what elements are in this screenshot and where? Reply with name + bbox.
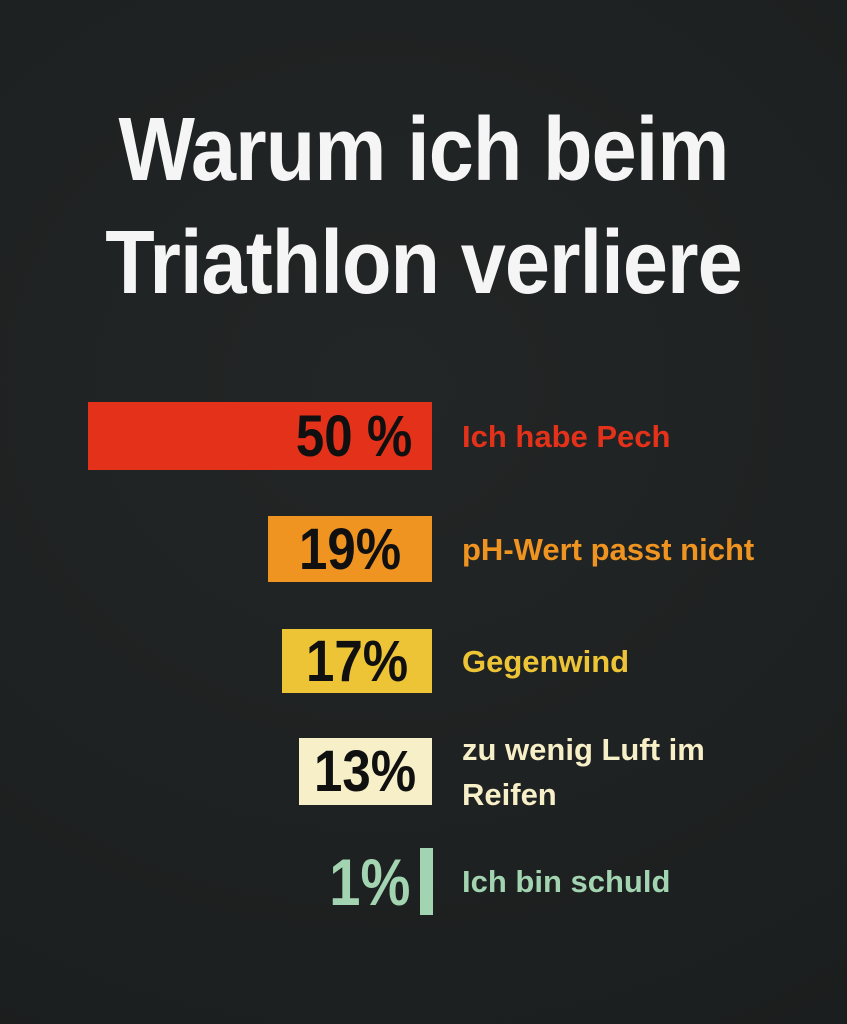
bar-label-luft-im-reifen: zu wenig Luft im Reifen [462, 731, 705, 812]
bar-label-gegenwind: Gegenwind [462, 643, 630, 679]
bar-value-17: 17% [305, 628, 409, 694]
bar-ich-habe-pech: 50 % [88, 402, 432, 470]
chart-row-ich-habe-pech: 50 % Ich habe Pech [0, 402, 847, 470]
bar-value-13: 13% [314, 739, 417, 804]
bar-gegenwind: 17% [282, 628, 432, 694]
page-title: Warum ich beim Triathlon verliere [42, 94, 804, 320]
bar-value-1: 1% [328, 844, 410, 919]
chart-row-ich-bin-schuld: 1% Ich bin schuld [0, 844, 847, 919]
chart-row-ph-wert: 19% pH-Wert passt nicht [0, 516, 847, 582]
bar-label-ph-wert: pH-Wert passt nicht [462, 531, 755, 567]
bar-value-19: 19% [298, 516, 402, 582]
bar-ich-bin-schuld [420, 848, 433, 915]
bar-label-ich-bin-schuld: Ich bin schuld [462, 864, 671, 899]
bar-luft-im-reifen: 13% [299, 738, 432, 805]
bar-value-50: 50 % [295, 403, 412, 469]
chart-row-luft-im-reifen: 13% zu wenig Luft im Reifen [0, 731, 847, 812]
chart-row-gegenwind: 17% Gegenwind [0, 628, 847, 694]
bar-ph-wert: 19% [268, 516, 432, 582]
page-title-line2: Triathlon verliere [105, 213, 742, 313]
bar-label-ich-habe-pech: Ich habe Pech [462, 418, 671, 454]
page-title-line1: Warum ich beim [118, 100, 729, 200]
